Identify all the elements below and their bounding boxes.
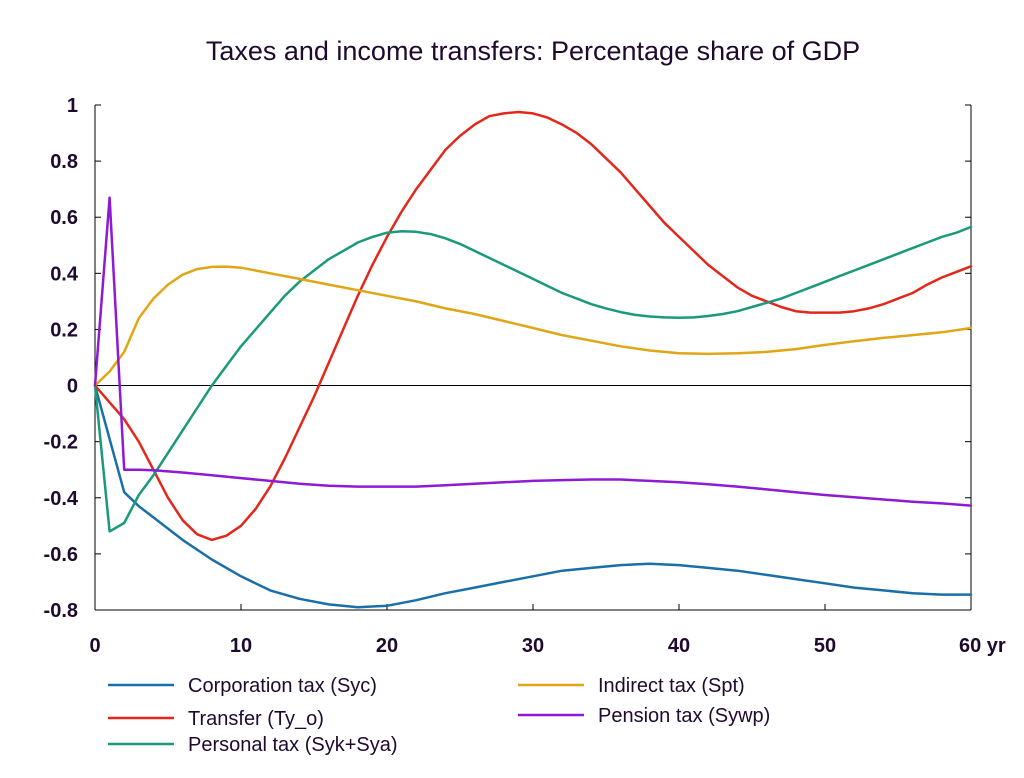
legend-item: Corporation tax (Syc) <box>108 675 377 697</box>
series-group <box>93 110 973 609</box>
series-line-5 <box>93 196 973 507</box>
y-tick-label: 1 <box>67 95 78 117</box>
y-tick-label: -0.6 <box>44 544 78 566</box>
legend-item: Transfer (Ty_o) <box>108 708 324 730</box>
x-tick-label: 50 <box>814 635 836 657</box>
y-tick-label: -0.2 <box>44 432 78 454</box>
x-tick-label: 40 <box>668 635 690 657</box>
y-tick-label: 0 <box>67 376 78 398</box>
series-line-4 <box>93 265 973 387</box>
x-tick-label: 30 <box>522 635 544 657</box>
legend: Corporation tax (Syc) Transfer (Ty_o) Pers… <box>108 675 770 756</box>
legend-item: Indirect tax (Spt) <box>518 675 745 697</box>
legend-label: Personal tax (Syk+Sya) <box>188 734 398 756</box>
x-tick-label: 10 <box>230 635 252 657</box>
legend-label: Pension tax (Sywp) <box>598 705 770 727</box>
y-axis-ticks: -0.8 -0.6 -0.4 -0.2 0 0.2 0.4 0.6 0.8 1 <box>44 95 971 622</box>
series-line-1 <box>93 384 973 609</box>
series-line-3 <box>93 225 973 533</box>
legend-item: Personal tax (Syk+Sya) <box>108 734 398 756</box>
legend-label: Transfer (Ty_o) <box>188 708 324 730</box>
legend-label: Indirect tax (Spt) <box>598 675 745 697</box>
y-tick-label: 0.6 <box>50 207 78 229</box>
legend-label: Corporation tax (Syc) <box>188 675 377 697</box>
y-tick-label: -0.8 <box>44 600 78 622</box>
y-tick-label: -0.4 <box>44 488 79 510</box>
chart-title: Taxes and income transfers: Percentage s… <box>206 36 860 66</box>
x-axis-ticks: 0 10 20 30 40 50 60 yr <box>89 604 1006 657</box>
x-tick-label: 20 <box>376 635 398 657</box>
x-tick-label: 60 yr <box>959 635 1006 657</box>
x-tick-label: 0 <box>89 635 100 657</box>
y-tick-label: 0.2 <box>50 319 78 341</box>
y-tick-label: 0.8 <box>50 151 78 173</box>
y-tick-label: 0.4 <box>50 263 79 285</box>
legend-item: Pension tax (Sywp) <box>518 705 770 727</box>
series-line-2 <box>93 110 973 542</box>
